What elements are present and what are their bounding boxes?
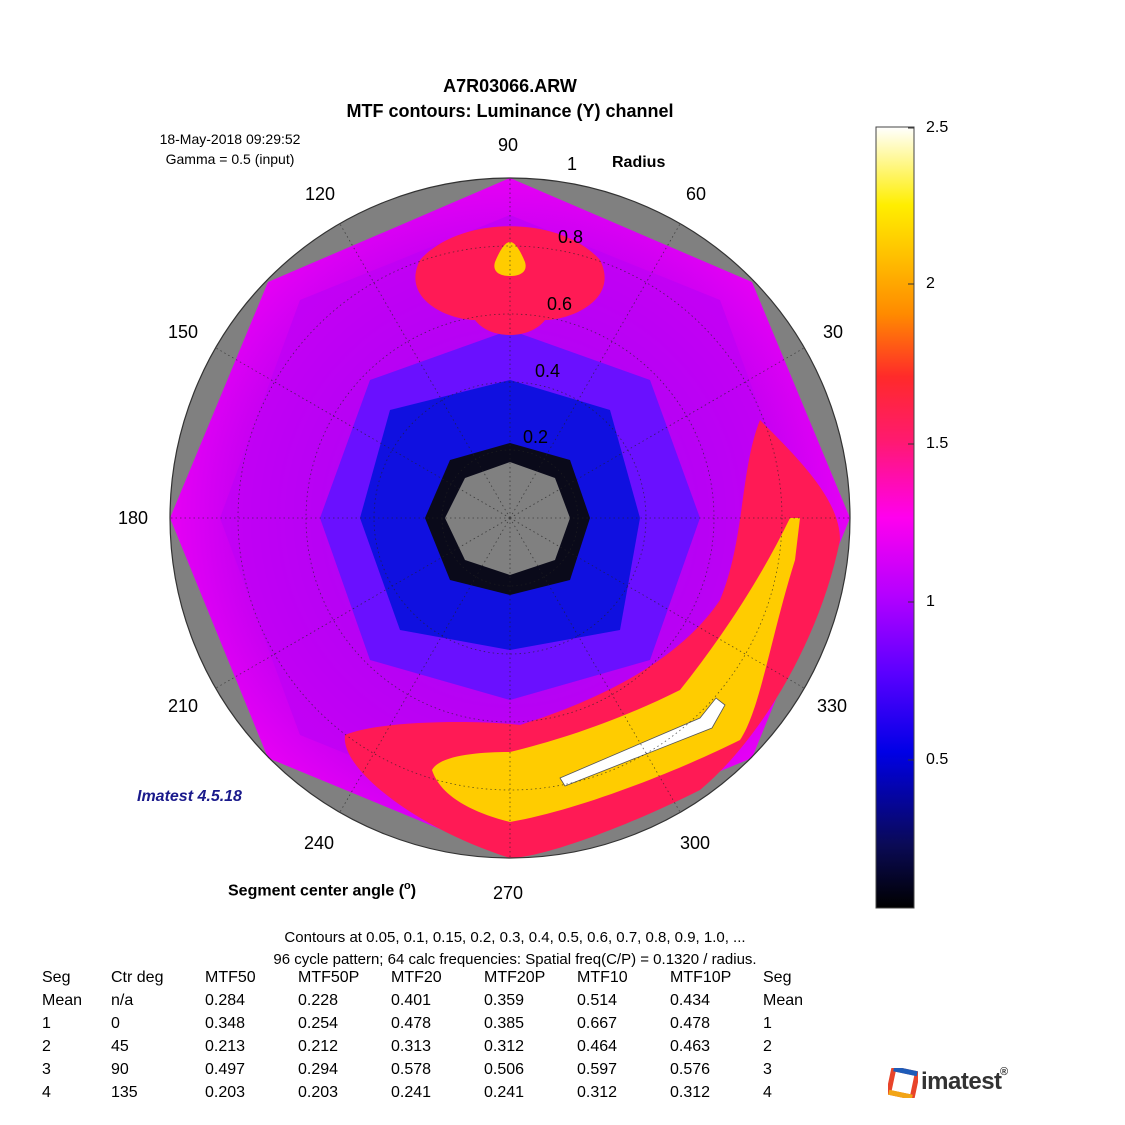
radius-tick-0-2: 0.2 bbox=[523, 427, 549, 447]
table-cell: 90 bbox=[111, 1061, 129, 1078]
table-header-cell: Ctr deg bbox=[111, 969, 164, 986]
table-cell: 0.578 bbox=[391, 1061, 432, 1078]
table-cell: 1 bbox=[763, 1015, 772, 1032]
table-cell: 0.576 bbox=[670, 1061, 711, 1078]
contour-white-peak bbox=[559, 697, 726, 787]
angle-tick-60: 60 bbox=[686, 184, 707, 204]
table-cell: 0.203 bbox=[205, 1084, 246, 1101]
angle-axis-label: Segment center angle (o) bbox=[228, 880, 417, 900]
table-cell: 0.597 bbox=[577, 1061, 618, 1078]
table-cell: 0.213 bbox=[205, 1038, 246, 1055]
colorbar-tick-2: 2 bbox=[926, 275, 935, 292]
radius-tick-1: 1 bbox=[567, 154, 578, 174]
angle-tick-30: 30 bbox=[823, 322, 844, 342]
radius-tick-0-4: 0.4 bbox=[535, 361, 561, 381]
table-cell: 0.312 bbox=[670, 1084, 711, 1101]
table-cell: 45 bbox=[111, 1038, 129, 1055]
table-cell: 0.284 bbox=[205, 992, 246, 1009]
contour-top-lobe bbox=[415, 226, 605, 335]
angle-tick-90: 90 bbox=[498, 135, 519, 155]
angle-tick-300: 300 bbox=[680, 833, 711, 853]
chart-title: MTF contours: Luminance (Y) channel bbox=[346, 101, 674, 121]
angle-tick-150: 150 bbox=[168, 322, 199, 342]
angle-tick-240: 240 bbox=[304, 833, 335, 853]
table-cell: Mean bbox=[42, 992, 83, 1009]
table-cell: 3 bbox=[42, 1061, 51, 1078]
contour-center-hole bbox=[445, 462, 570, 575]
colorbar-tick-1-5: 1.5 bbox=[926, 435, 949, 452]
table-cell: 135 bbox=[111, 1084, 138, 1101]
table-cell: Mean bbox=[763, 992, 804, 1009]
colorbar-ticks bbox=[908, 127, 914, 761]
table-header-cell: MTF50P bbox=[298, 969, 360, 986]
imatest-logo-icon bbox=[888, 1068, 918, 1098]
table-cell: 0.497 bbox=[205, 1061, 246, 1078]
table-cell: 0 bbox=[111, 1015, 120, 1032]
table-header-cell: Seg bbox=[763, 969, 792, 986]
table-cell: 4 bbox=[763, 1084, 772, 1101]
imatest-logo-registered: ® bbox=[1000, 1066, 1009, 1078]
colorbar-tick-2-5: 2.5 bbox=[926, 119, 949, 136]
table-cell: 0.463 bbox=[670, 1038, 711, 1055]
table-header-cell: MTF50 bbox=[205, 969, 256, 986]
colorbar-tick-1: 1 bbox=[926, 593, 935, 610]
table-cell: 0.254 bbox=[298, 1015, 339, 1032]
radius-tick-0-8: 0.8 bbox=[558, 227, 584, 247]
table-cell: 4 bbox=[42, 1084, 51, 1101]
pattern-note: 96 cycle pattern; 64 calc frequencies: S… bbox=[273, 951, 757, 968]
angle-tick-120: 120 bbox=[305, 184, 336, 204]
table-cell: 0.212 bbox=[298, 1038, 339, 1055]
radius-label: Radius bbox=[612, 154, 666, 171]
radius-tick-0-6: 0.6 bbox=[547, 294, 573, 314]
timestamp: 18-May-2018 09:29:52 bbox=[159, 131, 301, 147]
version-label: Imatest 4.5.18 bbox=[137, 788, 242, 805]
table-cell: 2 bbox=[763, 1038, 772, 1055]
table-cell: 0.385 bbox=[484, 1015, 525, 1032]
outer-circle bbox=[169, 177, 851, 859]
table-cell: 0.434 bbox=[670, 992, 711, 1009]
table-cell: 0.514 bbox=[577, 992, 618, 1009]
table-cell: 0.667 bbox=[577, 1015, 618, 1032]
table-header-cell: MTF10P bbox=[670, 969, 732, 986]
table-cell: 0.241 bbox=[484, 1084, 525, 1101]
table-cell: 0.401 bbox=[391, 992, 432, 1009]
colorbar-tick-0-5: 0.5 bbox=[926, 751, 949, 768]
gamma-note: Gamma = 0.5 (input) bbox=[165, 151, 295, 167]
contour-bottom-right-band bbox=[432, 518, 800, 822]
contours-note: Contours at 0.05, 0.1, 0.15, 0.2, 0.3, 0… bbox=[284, 929, 746, 946]
table-cell: 0.313 bbox=[391, 1038, 432, 1055]
angle-tick-210: 210 bbox=[168, 696, 199, 716]
table-cell: 0.359 bbox=[484, 992, 525, 1009]
angle-tick-270: 270 bbox=[493, 883, 524, 903]
table-cell: 0.478 bbox=[670, 1015, 711, 1032]
contour-top-spot bbox=[494, 242, 526, 276]
table-cell: 0.312 bbox=[577, 1084, 618, 1101]
table-header-cell: Seg bbox=[42, 969, 71, 986]
table-header-cell: MTF20 bbox=[391, 969, 442, 986]
table-cell: 3 bbox=[763, 1061, 772, 1078]
table-cell: 2 bbox=[42, 1038, 51, 1055]
imatest-logo-text: imatest bbox=[921, 1068, 1002, 1095]
table-cell: n/a bbox=[111, 992, 134, 1009]
table-cell: 0.348 bbox=[205, 1015, 246, 1032]
table-cell: 0.241 bbox=[391, 1084, 432, 1101]
table-header-cell: MTF20P bbox=[484, 969, 546, 986]
angle-tick-180: 180 bbox=[118, 508, 149, 528]
table-cell: 0.294 bbox=[298, 1061, 339, 1078]
table-cell: 1 bbox=[42, 1015, 51, 1032]
table-cell: 0.478 bbox=[391, 1015, 432, 1032]
angle-tick-330: 330 bbox=[817, 696, 848, 716]
table-header-cell: MTF10 bbox=[577, 969, 628, 986]
table-cell: 0.464 bbox=[577, 1038, 618, 1055]
colorbar bbox=[875, 126, 915, 909]
chart-filename: A7R03066.ARW bbox=[443, 76, 577, 96]
table-cell: 0.228 bbox=[298, 992, 339, 1009]
table-cell: 0.203 bbox=[298, 1084, 339, 1101]
table-cell: 0.506 bbox=[484, 1061, 525, 1078]
table-cell: 0.312 bbox=[484, 1038, 525, 1055]
